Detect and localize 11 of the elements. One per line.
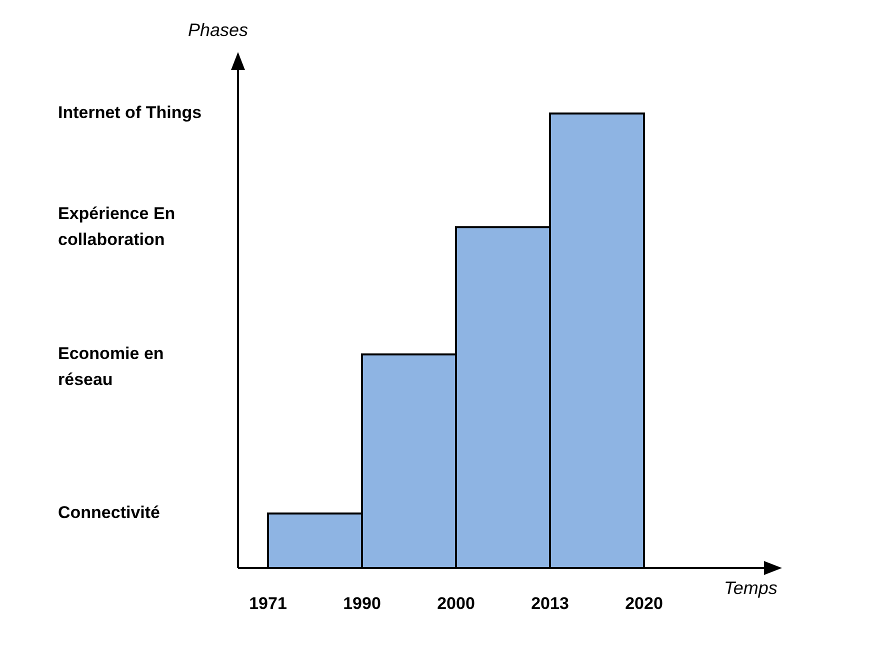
text: 1971 bbox=[248, 594, 288, 614]
text: Internet of Things bbox=[58, 102, 203, 124]
text: 1990 bbox=[342, 594, 382, 614]
y-axis-title: Phases bbox=[188, 20, 248, 41]
text: 2000 bbox=[436, 594, 476, 614]
text: 2020 bbox=[624, 594, 664, 614]
text: Expérience En collaboration bbox=[58, 203, 176, 252]
text: Economie en réseau bbox=[58, 343, 165, 392]
x-axis-title: Temps bbox=[724, 578, 778, 599]
text: 2013 bbox=[530, 594, 570, 614]
text: Connectivité bbox=[58, 502, 162, 524]
